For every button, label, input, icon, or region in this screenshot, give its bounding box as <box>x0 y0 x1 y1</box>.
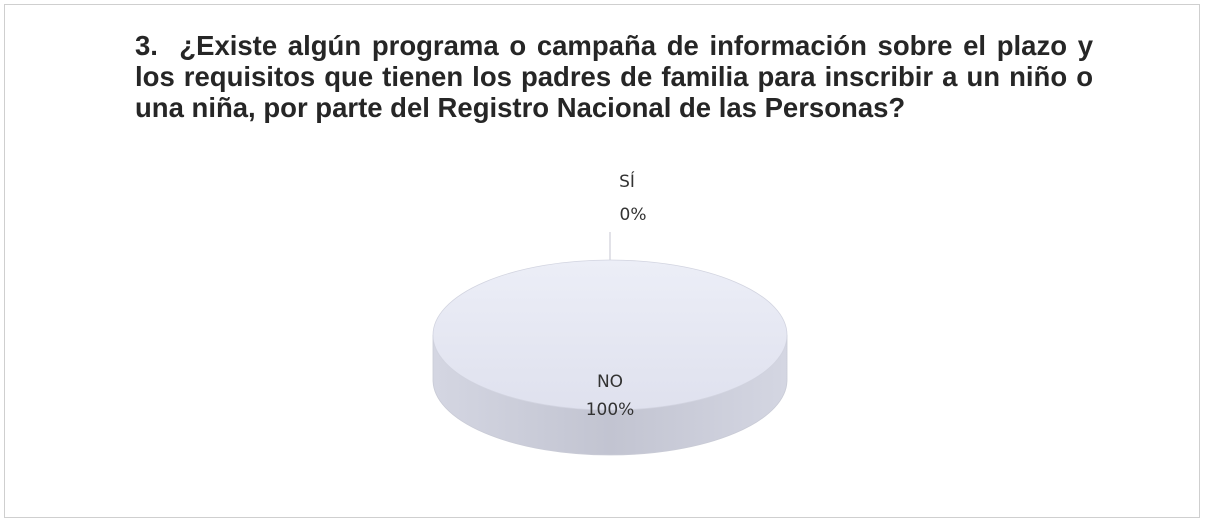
chart-title: 3. ¿Existe algún programa o campaña de i… <box>135 30 1101 123</box>
frame <box>4 4 1200 518</box>
value-label: 0% <box>620 205 647 225</box>
slice-label: SÍ <box>619 170 635 192</box>
slice-label: NO <box>597 372 623 392</box>
value-label: 100% <box>586 400 635 420</box>
pie-slice <box>432 259 788 411</box>
